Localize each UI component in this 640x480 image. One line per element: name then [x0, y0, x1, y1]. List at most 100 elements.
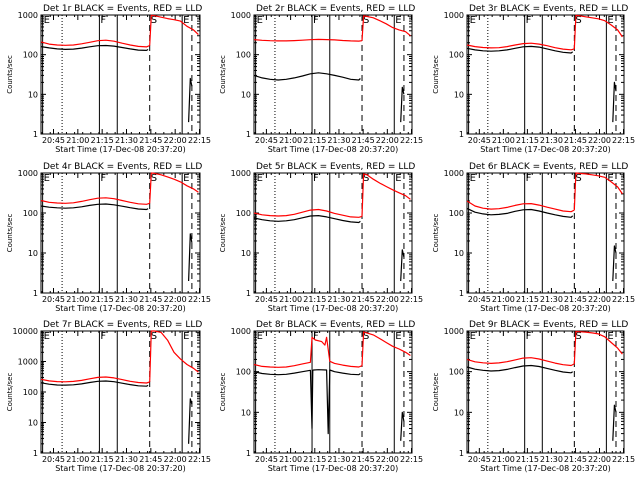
series-events-line	[612, 404, 617, 441]
marker-label: E	[257, 173, 263, 184]
marker-label: S	[363, 173, 369, 184]
marker-label: E	[44, 173, 50, 184]
series-events-line	[466, 364, 574, 374]
x-axis-label: Start Time (17-Dec-08 20:37:20)	[268, 304, 399, 313]
y-tick-label: 100	[449, 209, 464, 218]
y-tick-label: 1	[459, 449, 464, 458]
x-tick-label: 22:00	[164, 295, 187, 304]
x-tick-label: 22:15	[400, 136, 423, 145]
x-tick-label: 21:00	[492, 455, 515, 464]
marker-label: S	[575, 331, 581, 342]
x-tick-label: 21:15	[303, 455, 326, 464]
series-events-line	[253, 215, 361, 224]
series-lld-line	[253, 38, 363, 42]
x-tick-label: 20:45	[42, 455, 65, 464]
x-tick-label: 21:00	[279, 455, 302, 464]
series-events-line	[253, 369, 361, 435]
y-tick-label: 1	[459, 130, 464, 139]
x-axis-label: Start Time (17-Dec-08 20:37:20)	[480, 464, 611, 473]
panel-det-4r: Det 4r BLACK = Events, RED = LLD 1 10 100 10…	[6, 162, 211, 313]
x-tick-label: 22:00	[588, 295, 611, 304]
x-tick-label: 21:00	[66, 455, 89, 464]
x-tick-label: 20:45	[255, 295, 278, 304]
series-events-line	[400, 411, 405, 441]
x-axis-label: Start Time (17-Dec-08 20:37:20)	[55, 304, 186, 313]
x-tick-label: 22:00	[588, 136, 611, 145]
series-lld-line	[361, 15, 411, 41]
y-tick-label: 1	[459, 289, 464, 298]
series-events-line	[400, 86, 405, 123]
y-tick-label: 1000	[444, 327, 464, 336]
marker-label: E	[44, 331, 50, 342]
marker-label: S	[575, 15, 581, 26]
series-lld-line	[253, 336, 363, 368]
panel-det-9r: Det 9r BLACK = Events, RED = LLD 1 10 100 10…	[432, 320, 635, 473]
y-tick-label: 10	[454, 90, 464, 99]
y-tick-label: 1	[33, 130, 38, 139]
x-tick-label: 21:00	[492, 295, 515, 304]
panel-det-6r: Det 6r BLACK = Events, RED = LLD 1 10 100 10…	[432, 162, 635, 313]
marker-label: E	[183, 173, 189, 184]
y-tick-label: 1000	[231, 169, 251, 178]
x-tick-label: 22:15	[612, 136, 635, 145]
marker-label: E	[607, 173, 613, 184]
x-tick-label: 21:15	[303, 295, 326, 304]
series-events-line	[40, 380, 149, 387]
series-lld-line	[466, 357, 575, 367]
x-tick-label: 20:45	[255, 455, 278, 464]
y-tick-label: 1000	[444, 11, 464, 20]
series-events-line	[466, 45, 574, 54]
series-lld-line	[466, 200, 575, 213]
x-tick-label: 22:15	[188, 455, 211, 464]
y-tick-label: 10000	[13, 327, 38, 336]
x-tick-label: 21:30	[115, 295, 138, 304]
plot-frame	[466, 172, 625, 294]
x-tick-label: 20:45	[42, 295, 65, 304]
marker-label: S	[151, 15, 157, 26]
x-tick-label: 20:45	[42, 136, 65, 145]
marker-label: S	[363, 15, 369, 26]
series-lld-line	[40, 197, 150, 205]
series-lld-line	[573, 330, 623, 364]
x-tick-label: 21:00	[66, 295, 89, 304]
x-tick-label: 21:30	[327, 455, 350, 464]
y-tick-label: 10	[28, 249, 38, 258]
x-tick-label: 21:30	[327, 295, 350, 304]
panel-det-3r: Det 3r BLACK = Events, RED = LLD 1 10 100 10…	[432, 4, 635, 154]
x-tick-label: 22:00	[588, 455, 611, 464]
series-lld-line	[361, 331, 411, 366]
marker-label: E	[470, 173, 476, 184]
y-tick-label: 10	[28, 419, 38, 428]
y-tick-label: 100	[449, 368, 464, 377]
plot-frame	[40, 330, 201, 454]
x-tick-label: 21:00	[492, 136, 515, 145]
x-tick-label: 21:30	[540, 455, 563, 464]
x-axis-label: Start Time (17-Dec-08 20:37:20)	[268, 145, 399, 154]
marker-label: E	[395, 15, 401, 26]
series-lld-line	[573, 14, 623, 49]
series-events-line	[40, 44, 149, 52]
marker-label: E	[395, 173, 401, 184]
x-tick-label: 20:45	[468, 455, 491, 464]
x-tick-label: 22:00	[376, 455, 399, 464]
y-tick-label: 1	[246, 449, 251, 458]
x-tick-label: 21:45	[564, 136, 587, 145]
panel-det-5r: Det 5r BLACK = Events, RED = LLD 1 10 100 10…	[219, 162, 423, 313]
y-tick-label: 10	[241, 249, 251, 258]
marker-label: S	[575, 173, 581, 184]
y-tick-label: 100	[236, 368, 251, 377]
series-lld-line	[149, 172, 199, 204]
x-tick-label: 22:15	[612, 455, 635, 464]
marker-label: E	[257, 331, 263, 342]
series-lld-line	[573, 172, 623, 211]
marker-label: E	[44, 15, 50, 26]
x-tick-label: 21:15	[516, 455, 539, 464]
marker-label: E	[183, 15, 189, 26]
x-tick-label: 21:15	[516, 295, 539, 304]
x-tick-label: 21:45	[564, 455, 587, 464]
x-tick-label: 22:00	[164, 455, 187, 464]
plot-frame	[253, 172, 413, 294]
panel-det-8r: Det 8r BLACK = Events, RED = LLD 1 10 100 10…	[219, 320, 423, 473]
series-lld-line	[149, 330, 199, 382]
x-tick-label: 21:45	[352, 455, 375, 464]
